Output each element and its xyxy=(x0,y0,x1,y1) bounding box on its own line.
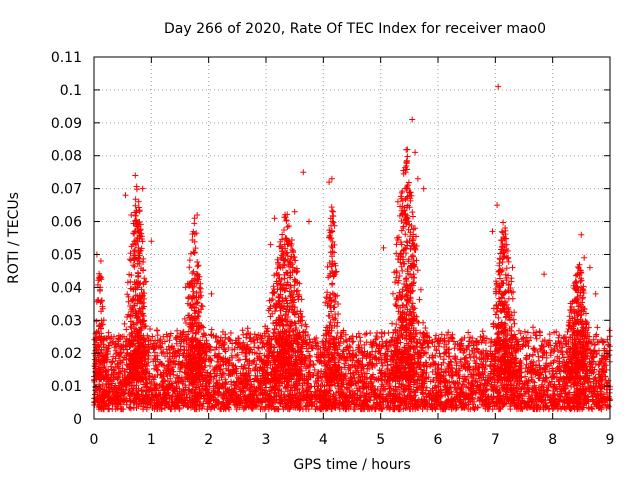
data-point xyxy=(463,377,470,383)
data-point xyxy=(602,373,609,380)
data-point xyxy=(112,355,119,362)
data-point xyxy=(115,332,122,339)
data-point xyxy=(524,329,531,336)
data-point xyxy=(239,327,246,334)
data-point xyxy=(307,339,314,346)
data-point xyxy=(363,330,370,337)
data-point xyxy=(92,347,99,354)
data-point xyxy=(174,327,181,334)
data-point xyxy=(251,340,258,346)
grid-lines xyxy=(94,57,610,419)
data-point xyxy=(233,406,240,413)
data-point xyxy=(219,370,226,376)
data-point xyxy=(479,328,486,335)
data-point xyxy=(208,326,215,333)
data-point xyxy=(451,345,458,352)
data-point xyxy=(255,345,262,352)
data-point xyxy=(149,333,156,340)
data-point xyxy=(459,381,466,388)
data-point xyxy=(457,358,464,365)
data-point xyxy=(227,330,234,336)
chart-title: Day 266 of 2020, Rate Of TEC Index for r… xyxy=(164,21,546,37)
data-point xyxy=(305,348,312,355)
data-point xyxy=(546,331,553,338)
data-point xyxy=(240,331,247,338)
data-point xyxy=(432,336,438,343)
data-point xyxy=(105,329,112,336)
data-point xyxy=(349,339,356,345)
data-point xyxy=(154,332,161,339)
data-point xyxy=(374,329,381,336)
data-point xyxy=(119,406,126,413)
data-point xyxy=(226,336,233,343)
data-point xyxy=(372,354,379,361)
data-point xyxy=(422,325,429,331)
data-point xyxy=(533,335,540,342)
data-point xyxy=(521,328,528,335)
data-point xyxy=(470,353,477,360)
data-point xyxy=(606,327,613,334)
data-point xyxy=(594,324,601,331)
data-point xyxy=(362,331,368,338)
data-point xyxy=(507,406,514,413)
data-point xyxy=(207,356,214,363)
data-point xyxy=(240,366,247,372)
data-point xyxy=(123,326,130,333)
data-points xyxy=(91,83,613,413)
data-point xyxy=(433,332,439,339)
data-point xyxy=(169,392,176,399)
data-point xyxy=(445,329,452,336)
data-point xyxy=(477,333,484,340)
